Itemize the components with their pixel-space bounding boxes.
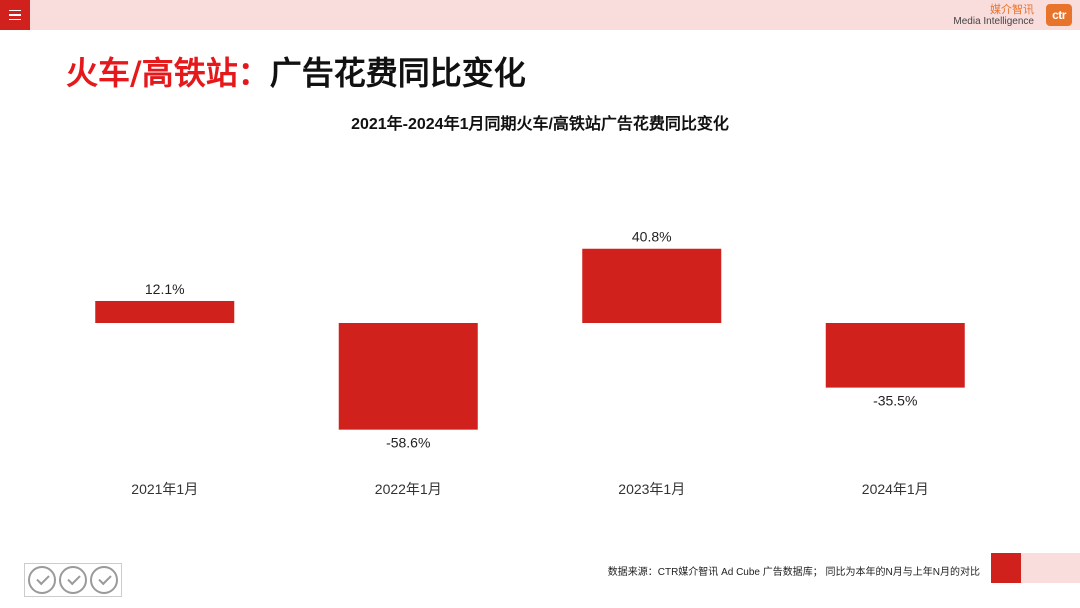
category-label-4: 2024年1月 <box>862 481 929 497</box>
menu-button[interactable] <box>0 0 30 30</box>
sgs-cert-icon <box>58 566 87 594</box>
menu-icon-line <box>9 14 21 16</box>
brand-name-cn: 媒介智讯 <box>990 4 1034 16</box>
page-title: 火车/高铁站：广告花费同比变化 <box>66 48 526 94</box>
category-label-1: 2021年1月 <box>131 481 198 497</box>
page-title-black: 广告花费同比变化 <box>269 54 526 92</box>
sgs-cert-icon <box>28 566 57 594</box>
data-label-1: 12.1% <box>145 281 185 297</box>
menu-icon-line <box>9 18 21 21</box>
footer-accent-block <box>991 553 1021 583</box>
data-label-2: -58.6% <box>386 435 430 451</box>
bar-2 <box>338 323 478 430</box>
brand-name-en: Media Intelligence <box>953 16 1034 27</box>
brand-text: 媒介智讯 Media Intelligence <box>953 4 1034 28</box>
category-label-2: 2022年1月 <box>375 481 442 497</box>
data-label-3: 40.8% <box>632 229 672 245</box>
data-label-4: -35.5% <box>873 393 917 409</box>
page-title-red: 火车/高铁站： <box>66 54 270 92</box>
top-bar <box>0 0 1080 30</box>
menu-icon-line <box>9 9 21 12</box>
footer-band <box>1021 553 1080 583</box>
sgs-cert-icon <box>89 566 118 594</box>
source-note: 数据来源：CTR媒介智讯 Ad Cube 广告数据库； 同比为本年的N月与上年N… <box>607 567 980 578</box>
category-label-3: 2023年1月 <box>618 481 685 497</box>
bar-3 <box>582 248 722 323</box>
bar-1 <box>95 300 235 323</box>
ctr-logo: ctr <box>1046 4 1072 26</box>
chart-title: 2021年-2024年1月同期火车/高铁站广告花费同比变化 <box>351 116 729 133</box>
bar-4 <box>825 323 965 388</box>
certification-badges <box>24 563 122 597</box>
